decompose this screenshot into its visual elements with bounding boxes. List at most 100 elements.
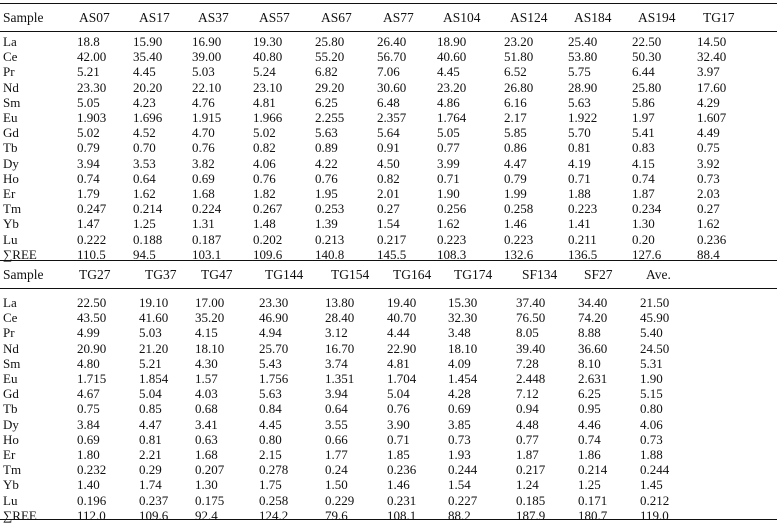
table-cell: 3.53: [133, 155, 156, 171]
element-label: Nd: [3, 79, 19, 95]
table-cell: 35.40: [133, 49, 163, 65]
table-cell: 103.1: [192, 246, 222, 262]
block1-header-rule: [0, 31, 777, 32]
header-sample-id: AS57: [259, 10, 290, 25]
block2-header-rule: [0, 288, 777, 289]
table-cell: 5.04: [139, 386, 162, 402]
table-cell: 1.966: [253, 110, 283, 125]
table-cell: 4.70: [192, 125, 215, 141]
header-sample-id: TG27: [79, 267, 111, 282]
table-cell: 29.20: [315, 79, 345, 95]
table-cell: 1.77: [325, 447, 348, 462]
table-cell: 5.15: [640, 386, 663, 402]
header-sample-label: Sample: [3, 10, 44, 25]
element-label: ∑REE: [3, 246, 37, 262]
table-cell: 1.74: [139, 477, 162, 493]
table-cell: 79.6: [325, 507, 348, 523]
table-cell: 3.94: [77, 155, 100, 171]
table-cell: 0.94: [516, 401, 539, 417]
element-label: Yb: [3, 216, 19, 232]
table-cell: 1.90: [437, 186, 460, 201]
table-cell: 1.715: [77, 371, 107, 386]
table-cell: 1.30: [195, 477, 218, 493]
table-cell: 0.256: [437, 201, 467, 217]
element-label: Ce: [3, 49, 18, 65]
table-cell: 41.60: [139, 310, 169, 326]
table-cell: 40.60: [437, 49, 467, 65]
table-cell: 2.448: [516, 371, 546, 386]
table-cell: 34.40: [578, 295, 608, 310]
table-cell: 3.55: [325, 416, 348, 432]
table-cell: 1.99: [504, 186, 527, 201]
table-cell: 1.87: [632, 186, 655, 201]
table-cell: 3.94: [325, 386, 348, 402]
table-cell: 0.223: [504, 231, 534, 247]
table-cell: 43.50: [77, 310, 107, 326]
table-cell: 88.2: [448, 507, 471, 523]
element-label: Dy: [3, 416, 19, 432]
table-cell: 8.10: [578, 355, 601, 371]
table-cell: 110.5: [77, 246, 106, 262]
element-label: Tb: [3, 401, 18, 417]
table-cell: 0.253: [315, 201, 345, 217]
table-cell: 18.90: [437, 34, 467, 49]
table-cell: 7.12: [516, 386, 539, 402]
table-cell: 1.30: [632, 216, 655, 232]
table-cell: 0.202: [253, 231, 283, 247]
table-cell: 3.85: [448, 416, 471, 432]
table-cell: 25.40: [568, 34, 598, 49]
table-cell: 127.6: [632, 246, 662, 262]
header-sample-id: AS104: [443, 10, 481, 25]
table-cell: 0.223: [437, 231, 467, 247]
table-cell: 22.10: [192, 79, 222, 95]
table-cell: 28.90: [568, 79, 598, 95]
header-sample-id: AS77: [383, 10, 414, 25]
element-label: Eu: [3, 371, 18, 386]
table-cell: 39.40: [516, 340, 546, 356]
table-cell: 4.76: [192, 94, 215, 110]
table-cell: 0.85: [139, 401, 162, 417]
table-cell: 2.631: [578, 371, 608, 386]
table-cell: 0.278: [259, 462, 289, 478]
table-cell: 5.63: [568, 94, 591, 110]
table-cell: 1.915: [192, 110, 222, 125]
table-cell: 0.244: [640, 462, 670, 478]
table-cell: 4.45: [259, 416, 282, 432]
table-cell: 132.6: [504, 246, 534, 262]
header-sample-id: TG17: [703, 10, 735, 25]
table-cell: 3.74: [325, 355, 348, 371]
header-sample-id: TG47: [201, 267, 233, 282]
table-cell: 18.8: [77, 34, 100, 49]
table-cell: 21.20: [139, 340, 169, 356]
table-cell: 35.20: [195, 310, 225, 326]
table-cell: 0.187: [192, 231, 222, 247]
table-cell: 6.16: [504, 94, 527, 110]
table-cell: 1.696: [133, 110, 163, 125]
element-label: Sm: [3, 355, 21, 371]
element-label: Ho: [3, 431, 19, 447]
table-cell: 2.03: [697, 186, 720, 201]
table-cell: 5.70: [568, 125, 591, 141]
table-cell: 1.48: [253, 216, 276, 232]
table-cell: 15.30: [448, 295, 478, 310]
element-label: Gd: [3, 386, 19, 402]
table-cell: 1.46: [387, 477, 410, 493]
table-cell: 4.67: [77, 386, 100, 402]
table-cell: 1.79: [77, 186, 100, 201]
table-cell: 5.63: [259, 386, 282, 402]
table-cell: 14.50: [697, 34, 727, 49]
table-cell: 0.82: [253, 140, 276, 156]
table-cell: 1.40: [77, 477, 100, 493]
table-cell: 1.87: [516, 447, 539, 462]
table-cell: 1.80: [77, 447, 100, 462]
element-label: Lu: [3, 231, 18, 247]
table-cell: 0.79: [504, 170, 527, 186]
table-cell: 0.258: [259, 492, 289, 508]
table-cell: 0.267: [253, 201, 283, 217]
table-cell: 0.27: [697, 201, 720, 217]
table-cell: 0.196: [77, 492, 107, 508]
table-cell: 1.62: [697, 216, 720, 232]
table-cell: 17.00: [195, 295, 225, 310]
element-label: La: [3, 34, 17, 49]
header-sample-id: AS17: [139, 10, 170, 25]
